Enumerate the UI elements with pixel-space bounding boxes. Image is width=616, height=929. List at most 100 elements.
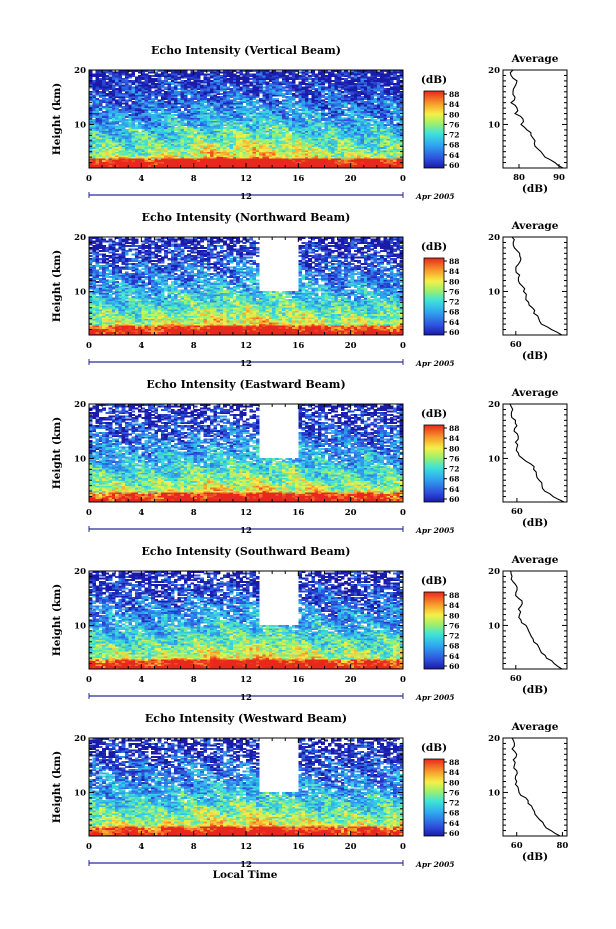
heatmap-cell <box>347 151 352 154</box>
heatmap-cell <box>128 151 132 154</box>
heatmap-cell <box>386 161 391 164</box>
heatmap-cell <box>160 146 165 149</box>
heatmap-cell <box>311 166 316 169</box>
heatmap-cell <box>141 146 145 149</box>
heatmap-cell <box>229 143 234 146</box>
heatmap-cell <box>89 150 93 153</box>
heatmap-cell <box>121 164 126 167</box>
heatmap-cell <box>180 158 185 161</box>
heatmap-cell <box>331 154 335 157</box>
heatmap-cell <box>334 145 338 148</box>
heatmap-cell <box>324 86 329 89</box>
heatmap-cell <box>193 133 198 136</box>
heatmap-cell <box>216 154 221 157</box>
heatmap-cell <box>265 145 270 148</box>
heatmap-cell <box>344 156 348 159</box>
heatmap-cell <box>340 154 345 157</box>
heatmap-cell <box>259 97 263 100</box>
heatmap-cell <box>295 154 299 157</box>
heatmap-cell <box>213 163 217 166</box>
heatmap-cell <box>239 150 244 153</box>
heatmap-cell <box>239 81 244 84</box>
heatmap-cell <box>138 132 142 135</box>
heatmap-cell <box>334 161 338 164</box>
heatmap-cell <box>291 109 296 112</box>
heatmap-cell <box>347 161 352 164</box>
heatmap-cell <box>229 164 234 167</box>
heatmap-cell <box>190 159 195 162</box>
heatmap-cell <box>291 148 296 151</box>
heatmap-cell <box>255 163 260 166</box>
heatmap-cell <box>157 148 162 151</box>
heatmap-cell <box>373 146 378 149</box>
heatmap-cell <box>324 153 329 156</box>
heatmap-cell <box>311 163 316 166</box>
heatmap-cell <box>232 153 237 156</box>
heatmap-cell <box>259 148 263 151</box>
heatmap-cell <box>164 161 168 164</box>
heatmap-cell <box>347 148 352 151</box>
heatmap-cell <box>154 154 159 157</box>
heatmap-cell <box>308 161 312 164</box>
heatmap-cell <box>353 164 358 167</box>
heatmap-cell <box>105 143 110 146</box>
heatmap-cell <box>144 159 149 162</box>
heatmap-cell <box>210 153 214 156</box>
heatmap-cell <box>193 153 198 156</box>
heatmap-cell <box>281 99 286 102</box>
heatmap-cell <box>239 125 244 128</box>
heatmap-cell <box>370 123 374 126</box>
heatmap-cell <box>396 94 401 97</box>
heatmap-cell <box>360 154 365 157</box>
heatmap-cell <box>141 123 145 126</box>
heatmap-cell <box>275 153 280 156</box>
heatmap-cell <box>272 159 276 162</box>
heatmap-cell <box>144 143 149 146</box>
heatmap-cell <box>95 166 100 169</box>
heatmap-cell <box>170 145 175 148</box>
heatmap-cell <box>154 153 159 156</box>
heatmap-cell <box>295 158 299 161</box>
heatmap-cell <box>111 146 116 149</box>
heatmap-cell <box>311 153 316 156</box>
heatmap-cell <box>223 154 227 157</box>
heatmap-cell <box>340 158 345 161</box>
heatmap-cell <box>131 161 136 164</box>
heatmap-cell <box>141 159 145 162</box>
heatmap-cell <box>180 156 185 159</box>
heatmap-cell <box>246 107 250 110</box>
heatmap-cell <box>308 163 312 166</box>
heatmap-cell <box>314 148 319 151</box>
heatmap-cell <box>389 159 394 162</box>
heatmap-cell <box>151 163 155 166</box>
heatmap-cell <box>360 145 365 148</box>
heatmap-cell <box>363 166 368 169</box>
heatmap-cell <box>252 148 257 151</box>
heatmap-cell <box>170 143 175 146</box>
heatmap-cell <box>380 163 384 166</box>
heatmap-cell <box>183 166 188 169</box>
heatmap-cell <box>376 161 381 164</box>
heatmap-cell <box>275 166 280 169</box>
heatmap-cell <box>340 164 345 167</box>
heatmap-cell <box>252 161 257 164</box>
heatmap-cell <box>95 150 100 153</box>
heatmap-cell <box>160 148 165 151</box>
heatmap-cell <box>314 146 319 149</box>
heatmap-cell <box>124 151 129 154</box>
heatmap-cell <box>353 154 358 157</box>
heatmap-cell <box>252 156 257 159</box>
heatmap-cell <box>272 156 276 159</box>
heatmap-cell <box>206 161 211 164</box>
heatmap-cell <box>219 163 224 166</box>
heatmap-cell <box>216 153 221 156</box>
heatmap-cell <box>337 163 342 166</box>
heatmap-cell <box>92 159 96 162</box>
heatmap-cell <box>239 151 244 154</box>
heatmap-cell <box>226 86 231 89</box>
heatmap-cell <box>187 143 191 146</box>
heatmap-cell <box>331 146 335 149</box>
heatmap-cell <box>92 150 96 153</box>
heatmap-cell <box>154 158 159 161</box>
heatmap-cell <box>219 153 224 156</box>
